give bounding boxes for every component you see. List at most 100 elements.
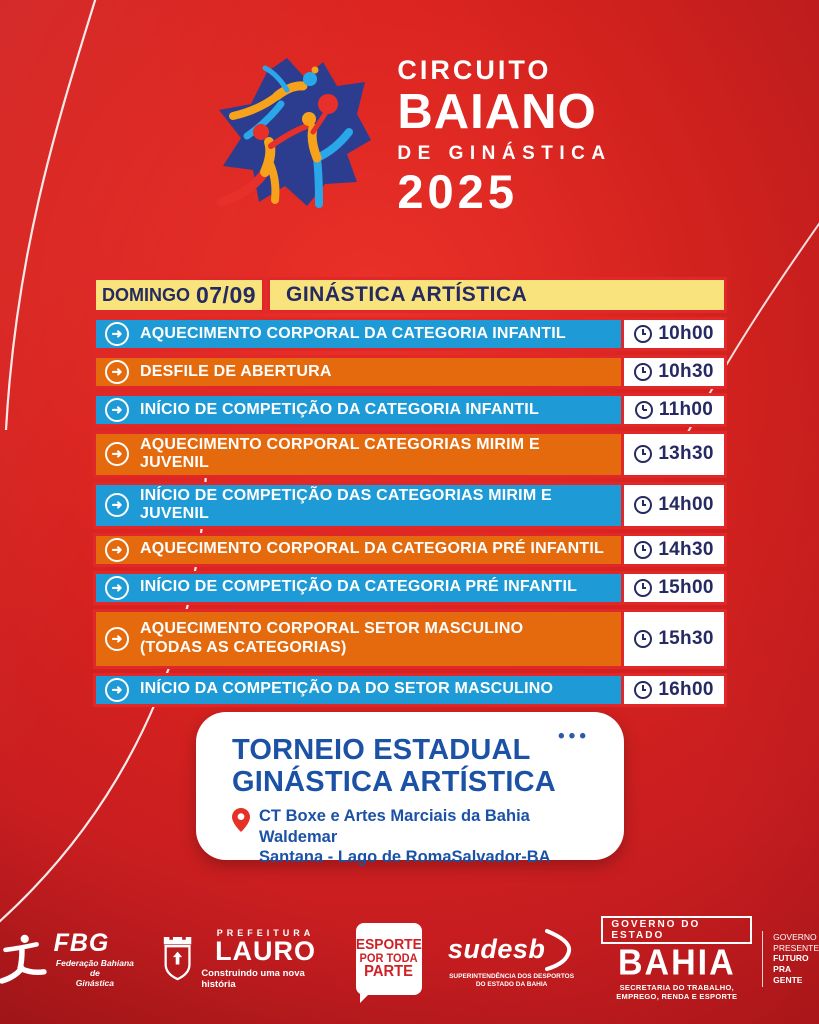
arrow-right-icon: ➜ [105,677,129,702]
schedule-row: ➜ AQUECIMENTO CORPORAL DA CATEGORIA PRÉ … [93,532,727,567]
schedule-row: ➜ AQUECIMENTO CORPORAL CATEGORIAS MIRIM … [93,431,727,478]
wordmark-circuito: CIRCUITO [397,55,552,85]
event-time-cell: 14h30 [621,535,724,564]
event-time-cell: 10h00 [621,320,724,348]
lauro-name: LAURO [215,935,317,966]
esporte-por-toda-parte-logo: ESPORTE POR TODA PARTE [355,922,422,1003]
clock-icon [634,629,653,648]
date-label: 07/09 [195,281,257,308]
venue-card: ••• TORNEIO ESTADUAL GINÁSTICA ARTÍSTICA… [196,712,624,866]
event-label: AQUECIMENTO CORPORAL DA CATEGORIA PRÉ IN… [140,540,605,558]
event-time-cell: 14h00 [621,484,724,526]
event-time-cell: 16h00 [621,675,724,704]
gymnasts-illustration [216,58,372,208]
bahia-secretary: SECRETARIA DO TRABALHO, EMPREGO, RENDA E… [616,982,738,1002]
event-label: AQUECIMENTO CORPORAL SETOR MASCULINO (TO… [140,620,524,656]
clock-icon [634,363,653,381]
lauro-slogan: Construindo uma nova história [201,967,305,990]
schedule-row: ➜ INÍCIO DE COMPETIÇÃO DA CATEGORIA PRÉ … [93,570,727,605]
venue-address-line1: CT Boxe e Artes Marciais da Bahia Waldem… [259,806,530,846]
venue-address-text: CT Boxe e Artes Marciais da Bahia Waldem… [259,806,594,868]
schedule-row: ➜ AQUECIMENTO CORPORAL DA CATEGORIA INFA… [93,317,727,351]
venue-title-line1: TORNEIO ESTADUAL [232,734,531,766]
sudesb-subtitle: SUPERINTENDÊNCIA DOS DESPORTOS DO ESTADO… [449,972,575,988]
bahia-slogan: GOVERNO PRESENTE FUTURO PRA GENTE [773,932,819,985]
event-time-cell: 11h00 [621,396,724,424]
schedule-row: ➜ AQUECIMENTO CORPORAL SETOR MASCULINO (… [93,608,727,669]
event-time-cell: 15h00 [621,573,724,602]
schedule-table: DOMINGO 07/09 GINÁSTICA ARTÍSTICA ➜ AQUE… [93,277,727,711]
event-time-cell: 15h30 [621,611,724,666]
schedule-header: DOMINGO 07/09 GINÁSTICA ARTÍSTICA [93,277,727,313]
sponsor-footer: FBG Federação Bahiana de Ginástica PREFE… [0,915,819,1003]
clock-icon [634,680,653,699]
ellipsis-icon: ••• [558,726,590,747]
event-logo: CIRCUITO BAIANO DE GINÁSTICA 2025 [0,52,819,220]
fbg-name: Federação Bahiana de Ginástica [55,957,134,989]
governo-bahia-logo: GOVERNO DO ESTADO BAHIA SECRETARIA DO TR… [601,915,819,1003]
event-time-cell: 13h30 [621,434,724,475]
clock-icon [634,325,653,343]
wordmark-de-ginastica: DE GINÁSTICA [397,143,612,164]
clock-icon [634,496,653,515]
event-label: AQUECIMENTO CORPORAL DA CATEGORIA INFANT… [140,324,566,342]
arrow-right-icon: ➜ [105,442,129,467]
event-label: INÍCIO DA COMPETIÇÃO DA DO SETOR MASCULI… [140,680,554,698]
sudesb-logo: sudesb SUPERINTENDÊNCIA DOS DESPORTOS DO… [447,928,576,989]
wordmark-year: 2025 [397,165,518,218]
gymnast-right [302,94,354,208]
prefeitura-lauro-logo: PREFEITURA LAURO Construindo uma nova hi… [162,928,330,990]
arrow-right-icon: ➜ [105,360,129,384]
arrow-right-icon: ➜ [105,493,129,518]
event-time: 14h00 [658,494,714,516]
event-time: 13h30 [658,443,714,465]
clock-icon [634,401,653,419]
fbg-logo: FBG Federação Bahiana de Ginástica [0,929,136,989]
arrow-right-icon: ➜ [105,537,129,562]
day-label: DOMINGO [101,284,190,305]
lauro-crest-icon [164,936,192,981]
event-time: 10h30 [658,361,714,382]
divider [762,930,764,987]
event-label: INÍCIO DE COMPETIÇÃO DA CATEGORIA PRÉ IN… [140,578,578,596]
schedule-header-discipline: GINÁSTICA ARTÍSTICA [267,277,727,313]
venue-title-line2: GINÁSTICA ARTÍSTICA [232,766,556,799]
schedule-header-day: DOMINGO 07/09 [93,277,265,313]
venue-address-line2: Santana - Lago de RomaSalvador-BA [259,848,551,867]
arrow-right-icon: ➜ [105,575,129,600]
event-time: 15h30 [658,627,714,649]
clock-icon [634,540,653,559]
wordmark-baiano: BAIANO [397,85,597,139]
location-pin-icon [232,807,250,832]
schedule-row: ➜ INÍCIO DE COMPETIÇÃO DAS CATEGORIAS MI… [93,481,727,529]
arrow-right-icon: ➜ [105,322,129,346]
event-wordmark: CIRCUITO BAIANO DE GINÁSTICA 2025 [397,55,612,218]
event-label: INÍCIO DE COMPETIÇÃO DA CATEGORIA INFANT… [140,400,539,418]
fbg-gymnast-icon [0,934,47,984]
arrow-right-icon: ➜ [105,398,129,422]
event-label: DESFILE DE ABERTURA [140,362,332,380]
venue-address: CT Boxe e Artes Marciais da Bahia Waldem… [232,806,594,868]
clock-icon [634,445,653,464]
sudesb-name: sudesb [447,934,546,965]
event-time: 16h00 [658,678,714,700]
event-label: AQUECIMENTO CORPORAL CATEGORIAS MIRIM E … [140,436,540,472]
schedule-row: ➜ INÍCIO DE COMPETIÇÃO DA CATEGORIA INFA… [93,393,727,427]
gymnast-left [216,123,311,207]
fbg-acronym: FBG [53,928,110,957]
event-time: 15h00 [658,576,714,598]
event-time: 10h00 [658,323,714,344]
gymnast-top [229,65,319,140]
bahia-name: BAHIA [617,942,736,983]
clock-icon [634,578,653,597]
sudesb-swoosh-icon [545,928,572,971]
event-time: 11h00 [658,399,714,420]
schedule-row: ➜ DESFILE DE ABERTURA 10h30 [93,355,727,389]
arrow-right-icon: ➜ [105,626,129,651]
schedule-row: ➜ INÍCIO DA COMPETIÇÃO DA DO SETOR MASCU… [93,672,727,707]
bahia-governo-label: GOVERNO DO ESTADO [601,915,753,944]
event-label: INÍCIO DE COMPETIÇÃO DAS CATEGORIAS MIRI… [140,486,552,523]
event-time-cell: 10h30 [621,358,724,386]
lauro-prefeitura-label: PREFEITURA [216,927,315,938]
